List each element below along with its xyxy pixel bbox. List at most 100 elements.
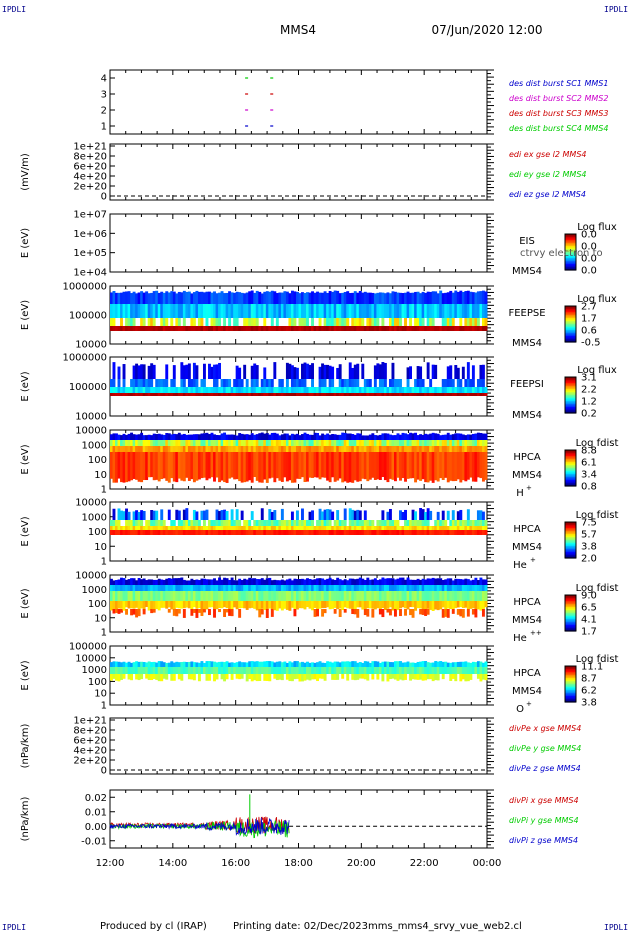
spectrum-cell-hpca-h <box>331 440 335 446</box>
spectrum-cell-hpca-hepp <box>434 578 438 585</box>
colorbar-swatch-feepsi <box>565 393 576 396</box>
spectrum-cell-hpca-hepp <box>351 601 355 611</box>
spectrum-cell-hpca-o <box>253 661 257 667</box>
spectrum-cell-hpca-he <box>255 526 259 530</box>
spectrum-cell-hpca-h <box>112 446 116 452</box>
spectrum-cell-hpca-o <box>426 662 430 667</box>
spectrum-cell-feepse <box>132 318 136 326</box>
colorbar-frame-hpca-o <box>564 665 577 703</box>
spectrum-cell-feepse <box>175 318 179 326</box>
spectrum-cell-feepse <box>378 326 382 331</box>
spectrum-cell-hpca-hepp <box>215 591 219 601</box>
spectrum-cell-hpca-h <box>459 440 463 446</box>
spectrum-cell-hpca-hepp <box>187 601 191 609</box>
y-tick-label-hpca-he: 1 <box>101 557 107 568</box>
spectrum-cell-feepse <box>363 291 367 304</box>
spectrum-cell-hpca-h <box>167 433 171 440</box>
spectrum-cell-feepse <box>152 318 156 326</box>
spectrum-cell-hpca-h <box>439 446 443 452</box>
spectrum-cell-hpca-o <box>353 667 357 674</box>
spectrum-cell-hpca-he <box>409 520 412 526</box>
spectrum-cell-hpca-hepp <box>145 580 149 585</box>
spectrum-cell-hpca-o <box>157 674 161 682</box>
spectrum-cell-hpca-hepp <box>361 591 365 601</box>
spectrum-cell-hpca-o <box>140 674 144 680</box>
spectrum-cell-hpca-he <box>150 526 154 530</box>
spectrum-cell-hpca-o <box>162 662 166 667</box>
spectrum-cell-hpca-o <box>165 674 169 680</box>
spectrum-cell-hpca-he <box>484 530 488 535</box>
spectrum-cell-hpca-hepp <box>348 601 352 609</box>
spectrum-cell-hpca-hepp <box>230 591 234 601</box>
spectrum-cell-hpca-hepp <box>338 579 342 585</box>
y-tick-label-hpca-h: 1 <box>101 485 107 496</box>
spectrum-cell-hpca-hepp <box>444 601 448 611</box>
spectrum-cell-feepse <box>343 326 347 331</box>
spectrum-cell-hpca-he <box>366 520 370 526</box>
spectrum-cell-feepse <box>336 318 340 326</box>
spectrum-cell-hpca-hepp <box>404 601 407 609</box>
spectrum-cell-hpca-he <box>228 530 232 535</box>
spectrum-cell-hpca-h <box>295 446 299 452</box>
spectrum-cell-hpca-he <box>338 526 342 530</box>
spectrum-cell-hpca-he <box>270 520 274 526</box>
colorbar-swatch-hpca-o <box>565 672 576 675</box>
spectrum-cell-feepse <box>306 304 309 318</box>
spectrum-cell-hpca-o <box>263 674 267 681</box>
spectrum-cell-hpca-o <box>376 674 380 680</box>
spectrum-cell-hpca-he <box>434 520 438 526</box>
spectrum-cell-hpca-he <box>112 508 116 520</box>
spectrum-cell-hpca-hepp <box>399 601 402 609</box>
spectrum-cell-feepse <box>306 326 309 331</box>
spectrum-cell-hpca-h <box>213 446 216 452</box>
spectrum-cell-hpca-hepp <box>265 578 269 585</box>
spectrum-cell-hpca-o <box>150 667 154 674</box>
spectrum-cell-feepse <box>356 292 360 304</box>
spectrum-cell-hpca-hepp <box>306 591 309 601</box>
spectrum-cell-hpca-hepp <box>469 591 473 601</box>
spectrum-cell-hpca-he <box>142 530 146 535</box>
spectrum-cell-hpca-he <box>245 526 249 530</box>
spectrum-cell-hpca-o <box>255 661 259 667</box>
species-charge-hpca-o: + <box>526 700 532 708</box>
spectrum-cell-hpca-h <box>331 452 335 478</box>
spectrum-cell-hpca-hepp <box>343 609 347 613</box>
spectrum-cell-hpca-h <box>333 446 337 452</box>
spectrum-cell-hpca-h <box>162 434 166 440</box>
spectrum-cell-hpca-hepp <box>444 579 448 585</box>
spectrum-cell-feepse <box>358 290 362 304</box>
spectrum-cell-feepse <box>165 318 169 326</box>
spectrum-cell-feepsi <box>152 393 156 396</box>
spectrum-cell-feepsi <box>233 379 237 387</box>
spectrum-cell-hpca-hepp <box>268 591 272 601</box>
spectrum-cell-hpca-h <box>459 452 463 483</box>
spectrum-cell-feepsi <box>356 363 360 379</box>
spectrum-cell-hpca-o <box>316 674 320 682</box>
spectrum-cell-hpca-he <box>200 526 204 530</box>
spectrum-cell-hpca-h <box>132 452 136 479</box>
spectrum-cell-hpca-o <box>122 674 126 679</box>
spectrum-cell-hpca-he <box>456 530 460 535</box>
spectrum-cell-hpca-h <box>484 452 488 480</box>
spectrum-cell-hpca-he <box>308 511 312 520</box>
spectrum-cell-hpca-h <box>130 452 134 481</box>
spectrum-cell-hpca-h <box>192 452 196 483</box>
spectrum-cell-feepse <box>283 326 287 331</box>
spectrum-cell-feepsi <box>215 379 219 387</box>
spectrum-cell-hpca-he <box>366 530 370 535</box>
spectrum-cell-hpca-hepp <box>142 585 146 591</box>
spectrum-cell-hpca-he <box>265 520 269 526</box>
spectrum-cell-hpca-he <box>484 520 488 526</box>
spectrum-cell-hpca-he <box>288 530 292 535</box>
spectrum-cell-feepse <box>346 304 350 318</box>
spectrum-cell-feepse <box>177 326 181 331</box>
spectrum-cell-hpca-hepp <box>280 591 284 601</box>
spectrum-cell-feepsi <box>331 379 335 387</box>
spectrum-cell-hpca-hepp <box>484 601 488 608</box>
spectrum-cell-hpca-he <box>130 520 134 526</box>
spectrum-cell-feepsi <box>210 366 214 379</box>
spectrum-cell-feepsi <box>220 379 224 387</box>
spectrum-cell-hpca-hepp <box>142 578 146 585</box>
spectrum-cell-feepsi <box>303 362 307 379</box>
spectrum-cell-hpca-h <box>348 446 352 452</box>
